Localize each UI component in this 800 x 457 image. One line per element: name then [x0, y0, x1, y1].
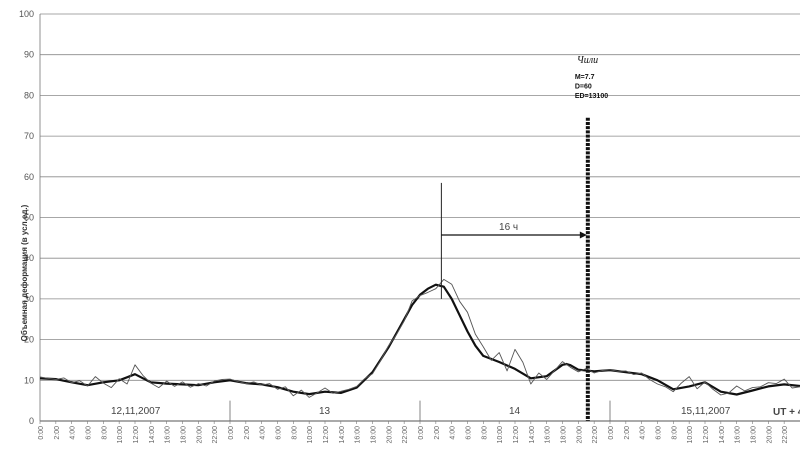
x-tick-label: 20:00	[196, 426, 203, 444]
x-tick-label: 0:00	[38, 426, 45, 440]
x-tick-label: 12:00	[703, 426, 710, 444]
x-tick-label: 8:00	[101, 426, 108, 440]
series-line-smoothed	[39, 283, 800, 396]
series-line-raw	[39, 278, 800, 398]
x-tick-label: 20:00	[386, 426, 393, 444]
x-tick-label: 22:00	[592, 426, 599, 444]
day-label-0: 12,11,2007	[111, 406, 161, 417]
x-tick-label: 14:00	[149, 426, 156, 444]
x-tick-label: 18:00	[181, 426, 188, 444]
y-tick-10: 10	[24, 375, 34, 385]
x-tick-label: 8:00	[671, 426, 678, 440]
x-tick-label: 14:00	[719, 426, 726, 444]
annotations: 16 ч Чили M=7.7 D=60 ED=13100	[440, 55, 608, 421]
event-param: M=7.7	[575, 74, 595, 81]
x-tick-label: 18:00	[561, 426, 568, 444]
y-tick-20: 20	[24, 335, 34, 345]
x-tick-label: 12:00	[133, 426, 140, 444]
y-tick-0: 0	[29, 416, 34, 426]
x-tick-label: 14:00	[339, 426, 346, 444]
x-tick-label: 0:00	[228, 426, 235, 440]
x-tick-label: 10:00	[497, 426, 504, 444]
x-tick-label: 6:00	[86, 426, 93, 440]
x-tick-label: 4:00	[450, 426, 457, 440]
y-tick-60: 60	[24, 172, 34, 182]
y-axis-label: Объемная деформация (в усл.ед.)	[20, 204, 29, 341]
timezone-label: UT + 4	[773, 407, 800, 418]
y-tick-100: 100	[19, 9, 34, 19]
y-tick-50: 50	[24, 213, 34, 223]
x-tick-label: 18:00	[751, 426, 758, 444]
x-tick-label: 16:00	[165, 426, 172, 444]
x-tick-labels: 0:00 2:00 4:00 6:00 8:00 10:00 12:00 14:00 16:00…	[38, 421, 789, 444]
interval-label: 16 ч	[499, 222, 518, 233]
x-tick-label: 6:00	[276, 426, 283, 440]
x-tick-label: 8:00	[481, 426, 488, 440]
x-tick-label: 2:00	[624, 426, 631, 440]
interval-arrow-head	[579, 231, 587, 239]
x-tick-label: 20:00	[576, 426, 583, 444]
x-tick-label: 6:00	[656, 426, 663, 440]
x-tick-label: 12:00	[513, 426, 520, 444]
x-tick-label: 4:00	[260, 426, 267, 440]
day-label-2: 14	[509, 406, 521, 417]
x-tick-label: 0:00	[418, 426, 425, 440]
x-tick-label: 16:00	[355, 426, 362, 444]
series-lines	[39, 278, 800, 398]
day-label-3: 15,11,2007	[681, 406, 731, 417]
x-tick-label: 18:00	[371, 426, 378, 444]
event-param: ED=13100	[575, 93, 608, 100]
x-tick-label: 2:00	[54, 426, 61, 440]
y-tick-40: 40	[24, 253, 34, 263]
gridlines	[39, 13, 800, 422]
x-tick-label: 2:00	[434, 426, 441, 440]
x-tick-label: 10:00	[117, 426, 124, 444]
x-tick-label: 8:00	[291, 426, 298, 440]
x-tick-label: 20:00	[766, 426, 773, 444]
y-tick-labels: 0 10 20 30 40 50 60 70 80 90 100	[19, 9, 34, 426]
x-tick-label: 22:00	[212, 426, 219, 444]
x-tick-label: 2:00	[244, 426, 251, 440]
day-label-1: 13	[319, 406, 331, 417]
y-tick-80: 80	[24, 90, 34, 100]
x-tick-label: 22:00	[402, 426, 409, 444]
x-tick-label: 10:00	[307, 426, 314, 444]
x-tick-label: 4:00	[640, 426, 647, 440]
x-tick-label: 16:00	[735, 426, 742, 444]
event-param: D=60	[575, 84, 592, 91]
day-separators: 12,11,2007 13 14 15,11,2007	[111, 400, 731, 421]
x-tick-label: 16:00	[545, 426, 552, 444]
x-tick-label: 4:00	[70, 426, 77, 440]
x-tick-label: 12:00	[323, 426, 330, 444]
x-tick-label: 6:00	[466, 426, 473, 440]
x-tick-label: 14:00	[529, 426, 536, 444]
x-tick-label: 22:00	[782, 426, 789, 444]
x-tick-label: 0:00	[608, 426, 615, 440]
x-tick-label: 10:00	[687, 426, 694, 444]
y-tick-90: 90	[24, 50, 34, 60]
y-tick-30: 30	[24, 294, 34, 304]
event-label: Чили	[577, 55, 598, 66]
y-tick-70: 70	[24, 131, 34, 141]
